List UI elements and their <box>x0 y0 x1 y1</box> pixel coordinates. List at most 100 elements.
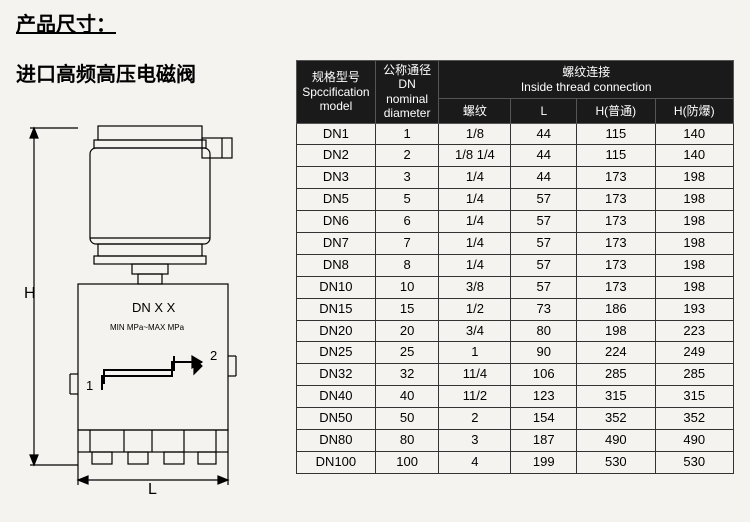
cell-L: 44 <box>511 167 577 189</box>
cell-dn: 100 <box>375 451 439 473</box>
dim-h-label: H <box>24 285 36 302</box>
cell-model: DN32 <box>297 364 376 386</box>
cell-H2: 140 <box>655 145 733 167</box>
port-2-label: 2 <box>210 348 217 363</box>
cell-thread: 4 <box>439 451 511 473</box>
cell-H1: 285 <box>577 364 655 386</box>
cell-H2: 193 <box>655 298 733 320</box>
cell-model: DN2 <box>297 145 376 167</box>
table-row: DN881/457173198 <box>297 254 734 276</box>
cell-thread: 1 <box>439 342 511 364</box>
cell-L: 57 <box>511 254 577 276</box>
cell-H1: 115 <box>577 145 655 167</box>
cell-thread: 1/4 <box>439 233 511 255</box>
cell-model: DN8 <box>297 254 376 276</box>
table-row: DN331/444173198 <box>297 167 734 189</box>
cell-dn: 3 <box>375 167 439 189</box>
cell-L: 44 <box>511 145 577 167</box>
table-row: DN20203/480198223 <box>297 320 734 342</box>
table-row: DN323211/4106285285 <box>297 364 734 386</box>
cell-dn: 80 <box>375 430 439 452</box>
cell-H2: 223 <box>655 320 733 342</box>
cell-model: DN5 <box>297 189 376 211</box>
cell-dn: 6 <box>375 211 439 233</box>
cell-model: DN50 <box>297 408 376 430</box>
cell-L: 57 <box>511 233 577 255</box>
cell-dn: 5 <box>375 189 439 211</box>
cell-H1: 315 <box>577 386 655 408</box>
cell-H1: 173 <box>577 167 655 189</box>
table-row: DN1001004199530530 <box>297 451 734 473</box>
cell-H2: 198 <box>655 233 733 255</box>
th-h-normal: H(普通) <box>577 99 655 123</box>
cell-H1: 198 <box>577 320 655 342</box>
cell-thread: 1/4 <box>439 254 511 276</box>
table-row: DN404011/2123315315 <box>297 386 734 408</box>
cell-thread: 1/4 <box>439 211 511 233</box>
cell-model: DN80 <box>297 430 376 452</box>
cell-dn: 20 <box>375 320 439 342</box>
dim-l-label: L <box>148 481 157 498</box>
cell-dn: 2 <box>375 145 439 167</box>
cell-H2: 198 <box>655 254 733 276</box>
cell-model: DN25 <box>297 342 376 364</box>
table-row: DN50502154352352 <box>297 408 734 430</box>
table-row: DN111/844115140 <box>297 123 734 145</box>
cell-H2: 285 <box>655 364 733 386</box>
cell-H1: 115 <box>577 123 655 145</box>
cell-L: 73 <box>511 298 577 320</box>
cell-model: DN7 <box>297 233 376 255</box>
cell-H2: 198 <box>655 189 733 211</box>
cell-H2: 352 <box>655 408 733 430</box>
dnxx-label: DN X X <box>132 300 176 315</box>
cell-L: 90 <box>511 342 577 364</box>
cell-L: 154 <box>511 408 577 430</box>
table-row: DN2525190224249 <box>297 342 734 364</box>
spec-table: 规格型号 Spccification model 公称通径 DN nominal… <box>296 60 734 474</box>
table-row: DN15151/273186193 <box>297 298 734 320</box>
cell-model: DN6 <box>297 211 376 233</box>
table-row: DN551/457173198 <box>297 189 734 211</box>
cell-H1: 224 <box>577 342 655 364</box>
cell-thread: 2 <box>439 408 511 430</box>
table-row: DN661/457173198 <box>297 211 734 233</box>
range-label: MIN MPa~MAX MPa <box>110 323 185 332</box>
page-title: 产品尺寸： <box>16 8 116 37</box>
cell-L: 187 <box>511 430 577 452</box>
cell-H1: 530 <box>577 451 655 473</box>
cell-thread: 1/4 <box>439 167 511 189</box>
cell-H2: 140 <box>655 123 733 145</box>
th-dn: 公称通径 DN nominal diameter <box>375 61 439 124</box>
cell-dn: 7 <box>375 233 439 255</box>
cell-dn: 32 <box>375 364 439 386</box>
th-l: L <box>511 99 577 123</box>
cell-model: DN100 <box>297 451 376 473</box>
cell-L: 199 <box>511 451 577 473</box>
cell-model: DN40 <box>297 386 376 408</box>
cell-thread: 1/8 <box>439 123 511 145</box>
table-row: DN80803187490490 <box>297 430 734 452</box>
cell-H2: 198 <box>655 167 733 189</box>
cell-L: 57 <box>511 189 577 211</box>
th-thread: 螺纹 <box>439 99 511 123</box>
cell-L: 80 <box>511 320 577 342</box>
cell-H1: 173 <box>577 254 655 276</box>
cell-dn: 10 <box>375 276 439 298</box>
cell-H1: 173 <box>577 211 655 233</box>
cell-H2: 198 <box>655 276 733 298</box>
cell-dn: 25 <box>375 342 439 364</box>
cell-model: DN20 <box>297 320 376 342</box>
cell-dn: 1 <box>375 123 439 145</box>
cell-model: DN3 <box>297 167 376 189</box>
table-row: DN10103/857173198 <box>297 276 734 298</box>
cell-H1: 352 <box>577 408 655 430</box>
cell-H1: 490 <box>577 430 655 452</box>
cell-thread: 3/4 <box>439 320 511 342</box>
cell-L: 57 <box>511 211 577 233</box>
cell-model: DN1 <box>297 123 376 145</box>
cell-H1: 173 <box>577 189 655 211</box>
cell-H2: 490 <box>655 430 733 452</box>
cell-thread: 11/4 <box>439 364 511 386</box>
cell-H2: 249 <box>655 342 733 364</box>
cell-L: 106 <box>511 364 577 386</box>
